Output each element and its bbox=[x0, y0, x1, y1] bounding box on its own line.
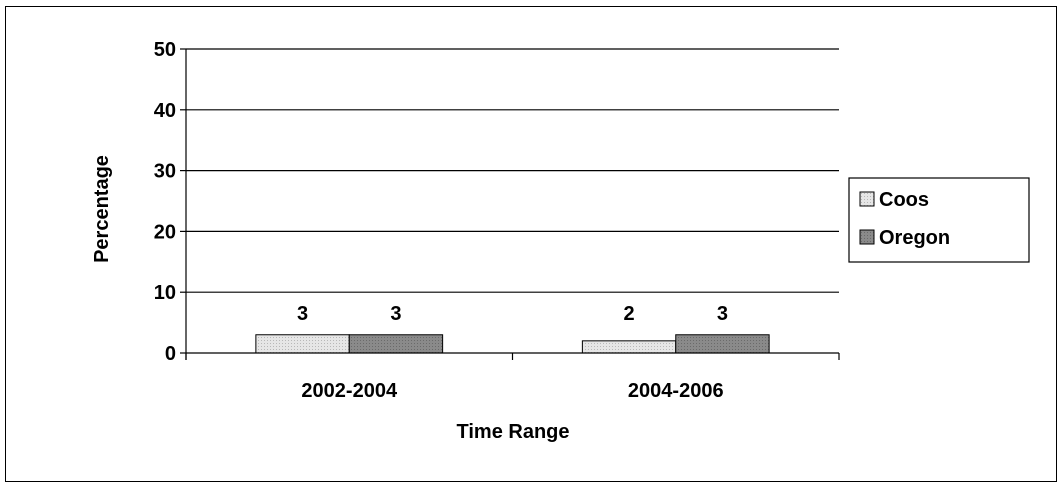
chart-frame: 0 10 20 30 40 50 2002-2004 3 3 2004-2006 2 3 Percen… bbox=[5, 6, 1057, 482]
legend-box bbox=[848, 177, 1030, 263]
bar-coos-2004-2006 bbox=[581, 340, 677, 354]
bar-oregon-2004-2006 bbox=[675, 334, 770, 354]
data-label: 3 bbox=[297, 303, 308, 325]
bar-oregon-2002-2004 bbox=[348, 334, 444, 354]
y-axis-title: Percentage bbox=[91, 155, 113, 263]
y-tick-label: 30 bbox=[154, 161, 176, 183]
y-tick-label: 20 bbox=[154, 221, 176, 243]
legend-label-coos: Coos bbox=[879, 189, 929, 211]
data-label: 2 bbox=[623, 303, 634, 325]
x-tick-label: 2004-2006 bbox=[628, 380, 724, 402]
y-tick-label: 50 bbox=[154, 39, 176, 61]
legend-swatch-coos bbox=[859, 191, 875, 207]
x-axis-title: Time Range bbox=[457, 421, 570, 443]
bar-chart: 0 10 20 30 40 50 2002-2004 3 3 2004-2006 2 3 Percen… bbox=[91, 39, 1030, 443]
bar-coos-2002-2004 bbox=[255, 334, 350, 354]
y-tick-label: 0 bbox=[165, 343, 176, 365]
legend: Coos Oregon bbox=[848, 177, 1030, 263]
legend-label-oregon: Oregon bbox=[879, 227, 950, 249]
data-label: 3 bbox=[390, 303, 401, 325]
data-label: 3 bbox=[717, 303, 728, 325]
legend-swatch-oregon bbox=[859, 229, 875, 245]
y-tick-label: 40 bbox=[154, 100, 176, 122]
y-tick-label: 10 bbox=[154, 282, 176, 304]
x-tick-label: 2002-2004 bbox=[301, 380, 398, 402]
